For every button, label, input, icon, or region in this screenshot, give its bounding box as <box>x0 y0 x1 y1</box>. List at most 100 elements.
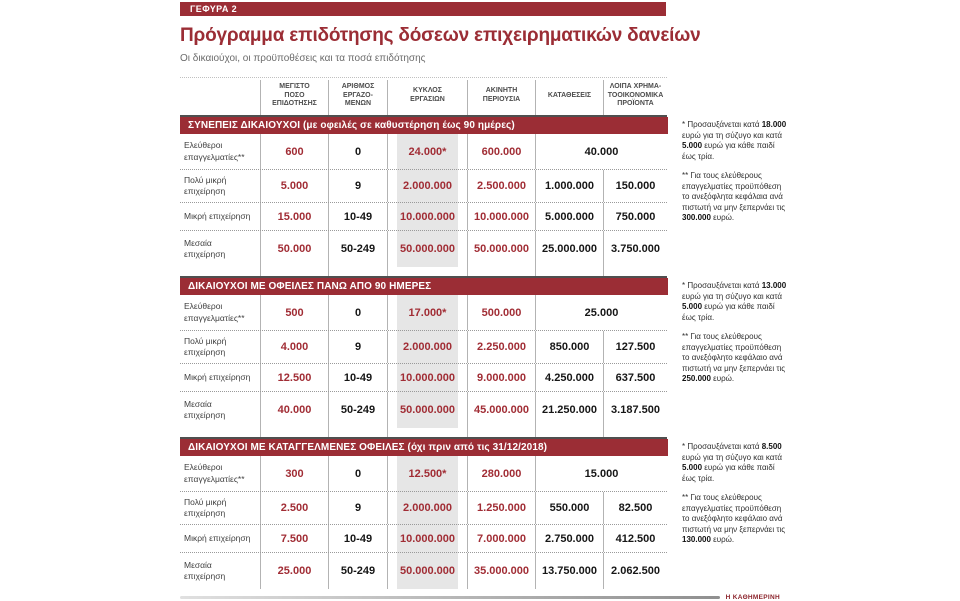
gap-cell <box>328 112 387 115</box>
cell-real-estate: 2.250.000 <box>467 331 535 363</box>
gap-cell <box>180 112 260 115</box>
cell-turnover: 17.000* <box>387 295 467 330</box>
table-row: Μικρή επιχείρηση 7.500 10-49 10.000.000 7.00… <box>180 525 667 553</box>
gap-cell <box>260 267 328 276</box>
cell-real-estate: 35.000.000 <box>467 553 535 589</box>
cell-employees: 10-49 <box>328 525 387 552</box>
footnote-text: ** Για τους ελεύθε­ρους επαγγελματίες πρ… <box>682 493 786 545</box>
column-header-row: ΜΕΓΙΣΤΟ ΠΟΣΟ ΕΠΙΔΟΤΗΣΗΣ ΑΡΙΘΜΟΣ ΕΡΓΑΖΟ- ΜΕΝΩΝ… <box>180 77 667 112</box>
row-label: Ελεύθεροι επαγγελματίες** <box>184 462 245 484</box>
cell-other-financial: 412.500 <box>603 525 667 552</box>
section-top-rule <box>180 115 667 117</box>
cell-employees: 50-249 <box>328 392 387 428</box>
footnote-block: * Προσαυξάνεται κατά 18.000 ευρώ για τη … <box>682 117 788 233</box>
cell-deposits: 5.000.000 <box>535 203 603 230</box>
column-header-max-subsidy: ΜΕΓΙΣΤΟ ΠΟΣΟ ΕΠΙΔΟΤΗΣΗΣ <box>260 80 328 112</box>
row-label: Πολύ μικρή επιχείρηση <box>184 335 227 357</box>
cell-real-estate: 7.000.000 <box>467 525 535 552</box>
cell-deposits: 25.000.000 <box>535 231 603 267</box>
section-gap <box>180 267 667 276</box>
row-label: Μεσαία επιχείρηση <box>184 559 226 581</box>
row-label: Πολύ μικρή επιχείρηση <box>184 174 227 196</box>
cell-other-financial: 82.500 <box>603 492 667 524</box>
gap-cell <box>467 267 535 276</box>
row-label: Μεσαία επιχείρηση <box>184 398 226 420</box>
cell-employees: 9 <box>328 170 387 202</box>
table-row: Μεσαία επιχείρηση 40.000 50-249 50.000.000 45… <box>180 392 667 428</box>
footnote-text: * Προσαυξάνεται κατά 13.000 ευρώ για τη … <box>682 281 787 322</box>
section-top-rule <box>180 437 667 439</box>
row-label: Μικρή επιχείρηση <box>184 371 251 382</box>
table-row: Πολύ μικρή επιχείρηση 5.000 9 2.000.000 2.500… <box>180 170 667 203</box>
gap-cell <box>260 112 328 115</box>
cell-max-subsidy: 600 <box>260 134 328 169</box>
cell-max-subsidy: 40.000 <box>260 392 328 428</box>
footnote-text: ** Για τους ελεύθε­ρους επαγγελματίες πρ… <box>682 171 786 223</box>
table-row: Μεσαία επιχείρηση 50.000 50-249 50.000.000 50… <box>180 231 667 267</box>
cell-turnover: 2.000.000 <box>387 492 467 524</box>
section-gap <box>180 428 667 437</box>
section-rows: Ελεύθεροι επαγγελματίες** 300 0 12.500* 280.0… <box>180 456 667 589</box>
cell-employees: 9 <box>328 331 387 363</box>
gap-cell <box>535 267 603 276</box>
section-table: ΔΙΚΑΙΟΥΧΟΙ ΜΕ ΚΑΤΑΓΓΕΛΜΕΝΕΣ ΟΦΕΙΛΕΣ (όχι… <box>180 439 668 589</box>
cell-max-subsidy: 5.000 <box>260 170 328 202</box>
gap-cell <box>328 267 387 276</box>
table-row: Ελεύθεροι επαγγελματίες** 600 0 24.000* 600.0… <box>180 134 667 170</box>
row-label: Μεσαία επιχείρηση <box>184 237 226 259</box>
cell-employees: 0 <box>328 134 387 169</box>
cell-deposits-and-other-merged: 15.000 <box>535 456 667 491</box>
cell-real-estate: 600.000 <box>467 134 535 169</box>
cell-max-subsidy: 15.000 <box>260 203 328 230</box>
table-row: Μικρή επιχείρηση 15.000 10-49 10.000.000 10.… <box>180 203 667 231</box>
section-rows: Ελεύθεροι επαγγελματίες** 600 0 24.000* 600.0… <box>180 134 667 267</box>
column-header-turnover: ΚΥΚΛΟΣ ΕΡΓΑΣΙΩΝ <box>387 80 467 112</box>
cell-deposits-and-other-merged: 25.000 <box>535 295 667 330</box>
cell-employees: 50-249 <box>328 231 387 267</box>
footnote-text: ** Για τους ελεύθε­ρους επαγγελματίες πρ… <box>682 332 786 384</box>
bottom-rule <box>180 596 720 599</box>
cell-deposits-and-other-merged: 40.000 <box>535 134 667 169</box>
cell-other-financial: 3.750.000 <box>603 231 667 267</box>
column-header-deposits: ΚΑΤΑΘΕΣΕΙΣ <box>535 80 603 112</box>
gap-cell <box>467 112 535 115</box>
gap-cell <box>328 428 387 437</box>
cell-real-estate: 2.500.000 <box>467 170 535 202</box>
row-label: Ελεύθεροι επαγγελματίες** <box>184 301 245 323</box>
section-header-bar: ΔΙΚΑΙΟΥΧΟΙ ΜΕ ΚΑΤΑΓΓΕΛΜΕΝΕΣ ΟΦΕΙΛΕΣ (όχι… <box>180 439 668 456</box>
section-body: ΔΙΚΑΙΟΥΧΟΙ ΜΕ ΟΦΕΙΛΕΣ ΠΑΝΩ ΑΠΟ 90 ΗΜΕΡΕΣ… <box>180 278 805 428</box>
cell-turnover: 24.000* <box>387 134 467 169</box>
cell-turnover: 50.000.000 <box>387 392 467 428</box>
cell-turnover: 10.000.000 <box>387 525 467 552</box>
footnote-block: * Προσαυξάνεται κατά 13.000 ευρώ για τη … <box>682 278 788 394</box>
cell-deposits: 13.750.000 <box>535 553 603 589</box>
gap-cell <box>387 428 467 437</box>
cell-max-subsidy: 4.000 <box>260 331 328 363</box>
section-2: ΔΙΚΑΙΟΥΧΟΙ ΜΕ ΟΦΕΙΛΕΣ ΠΑΝΩ ΑΠΟ 90 ΗΜΕΡΕΣ… <box>180 267 805 428</box>
footnote-block: * Προσαυξάνεται κατά 8.500 ευρώ για τη σ… <box>682 439 788 555</box>
cell-real-estate: 1.250.000 <box>467 492 535 524</box>
gap-cell <box>180 428 260 437</box>
cell-real-estate: 500.000 <box>467 295 535 330</box>
cell-employees: 0 <box>328 456 387 491</box>
turnover-band <box>397 456 458 589</box>
cell-turnover: 10.000.000 <box>387 203 467 230</box>
section-top-rule <box>180 276 667 278</box>
cell-other-financial: 150.000 <box>603 170 667 202</box>
kicker-label: ΓΕΦΥΡΑ 2 <box>190 4 238 14</box>
table-row: Ελεύθεροι επαγγελματίες** 300 0 12.500* 280.0… <box>180 456 667 492</box>
turnover-band <box>397 134 458 267</box>
table-row: Μεσαία επιχείρηση 25.000 50-249 50.000.000 35… <box>180 553 667 589</box>
row-label: Μικρή επιχείρηση <box>184 210 251 221</box>
section-header-bar: ΔΙΚΑΙΟΥΧΟΙ ΜΕ ΟΦΕΙΛΕΣ ΠΑΝΩ ΑΠΟ 90 ΗΜΕΡΕΣ <box>180 278 668 295</box>
footnote-text: * Προσαυξάνεται κατά 8.500 ευρώ για τη σ… <box>682 442 783 483</box>
cell-max-subsidy: 500 <box>260 295 328 330</box>
cell-real-estate: 45.000.000 <box>467 392 535 428</box>
column-header-other-financial: ΛΟΙΠΑ ΧΡΗΜΑ- ΤΟΟΙΚΟΝΟΜΙΚΑ ΠΡΟΪΟΝΤΑ <box>603 80 667 112</box>
cell-turnover: 12.500* <box>387 456 467 491</box>
cell-turnover: 50.000.000 <box>387 231 467 267</box>
gap-cell <box>260 428 328 437</box>
cell-deposits: 1.000.000 <box>535 170 603 202</box>
cell-deposits: 550.000 <box>535 492 603 524</box>
